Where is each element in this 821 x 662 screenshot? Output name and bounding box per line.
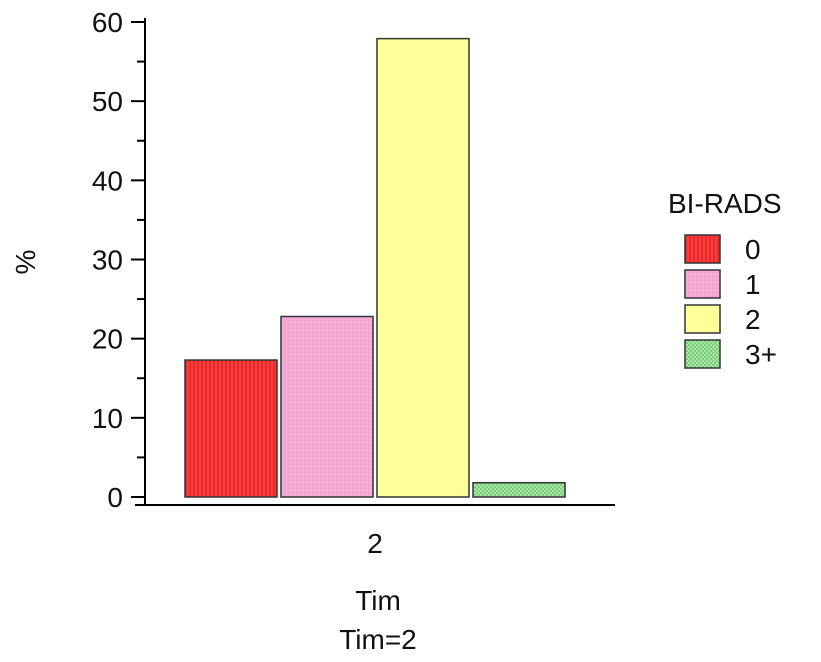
- bar-birads-2: [376, 37, 470, 498]
- legend-swatch-2: [684, 304, 721, 334]
- x-tick-label: 2: [367, 528, 383, 559]
- bar-birads-3plus: [472, 482, 566, 498]
- y-tick-label: 50: [92, 86, 123, 117]
- y-axis-title: %: [10, 250, 41, 275]
- y-axis-ticks: [131, 21, 145, 498]
- legend: 0 1 2 3+: [684, 234, 777, 370]
- legend-label-1: 1: [745, 269, 761, 300]
- legend-swatch-0: [684, 234, 721, 264]
- legend-swatch-3plus: [684, 339, 721, 369]
- chart-subtitle: Tim=2: [339, 624, 417, 655]
- y-tick-label: 30: [92, 245, 123, 276]
- legend-title: BI-RADS: [668, 188, 782, 219]
- y-tick-label: 10: [92, 403, 123, 434]
- y-tick-label: 40: [92, 165, 123, 196]
- x-axis-title: Tim: [355, 585, 401, 616]
- bar-birads-1: [280, 315, 374, 498]
- legend-label-0: 0: [745, 234, 761, 265]
- legend-label-2: 2: [745, 304, 761, 335]
- bar-birads-0: [184, 359, 278, 498]
- y-tick-label: 0: [107, 482, 123, 513]
- legend-swatch-1: [684, 269, 721, 299]
- legend-label-3plus: 3+: [745, 339, 777, 370]
- bars-group: [184, 37, 566, 498]
- y-tick-label: 20: [92, 324, 123, 355]
- y-axis-tick-labels: 0 10 20 30 40 50 60: [92, 7, 123, 513]
- y-tick-label: 60: [92, 7, 123, 38]
